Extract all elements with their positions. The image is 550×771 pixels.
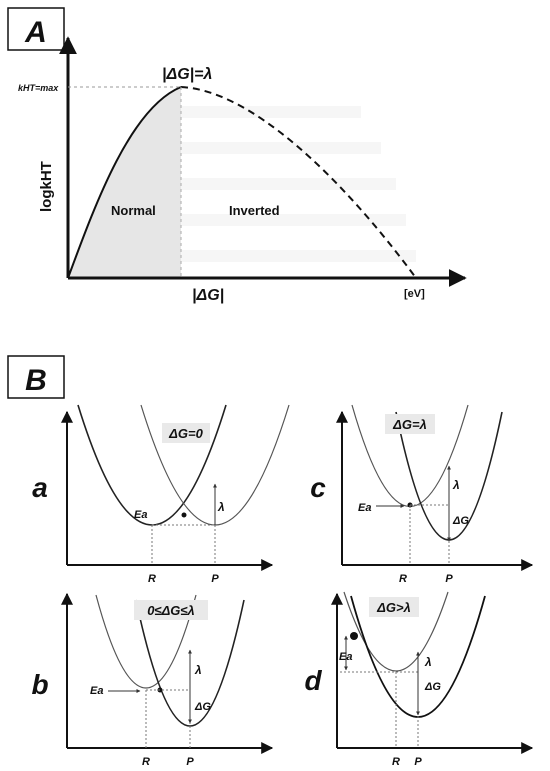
r-label: R [148, 573, 156, 585]
inverted-band [181, 142, 381, 154]
normal-region-fill [68, 87, 181, 278]
subplot-letter: a [32, 472, 48, 503]
p-label: P [211, 573, 219, 585]
lambda-label: λ [194, 663, 202, 677]
panel-a-frame [7, 7, 65, 51]
reactant-parabola [343, 591, 449, 672]
r-label: R [399, 573, 407, 585]
crossing-point [181, 512, 187, 518]
r-label: R [392, 756, 400, 768]
subplot-a: ΔG=0 a Ea λ R P [32, 404, 290, 585]
inverted-band [181, 214, 406, 226]
panel-a: A |ΔG|=λ kHT=max logkHT Normal Inverted … [7, 7, 467, 304]
inverted-band [181, 250, 416, 262]
r-label: R [142, 756, 150, 768]
condition-label: 0≤ΔG≤λ [147, 603, 195, 618]
crossing-point [350, 632, 358, 640]
panel-a-letter: A [24, 16, 47, 49]
panel-b: B ΔG=0 a Ea λ R P [7, 355, 534, 768]
ea-label: Ea [90, 685, 103, 697]
inverted-band [181, 178, 396, 190]
condition-label: ΔG=0 [168, 426, 203, 441]
subplot-letter: c [310, 472, 326, 503]
y-axis-label: logkHT [38, 161, 55, 212]
condition-box [369, 597, 419, 617]
lambda-label: λ [452, 478, 460, 492]
subplot-b: 0≤ΔG≤λ b Ea λ ΔG R P [31, 592, 274, 768]
x-label-dg: |ΔG| [192, 287, 224, 304]
inverted-label: Inverted [229, 203, 280, 218]
p-label: P [445, 573, 453, 585]
dg-label: ΔG [194, 701, 211, 713]
lambda-label: λ [424, 655, 432, 669]
ea-label: Ea [134, 509, 147, 521]
condition-box [385, 414, 435, 434]
condition-label: ΔG>λ [376, 600, 411, 615]
reactant-parabola [95, 594, 197, 689]
subplot-d: ΔG>λ d Ea λ ΔG R P [304, 591, 534, 768]
dg-label: ΔG [424, 681, 441, 693]
panel-b-letter: B [25, 364, 47, 397]
ea-label: Ea [339, 651, 352, 663]
condition-label: ΔG=λ [392, 417, 427, 432]
subplot-letter: d [304, 665, 322, 696]
peak-label: |ΔG|=λ [162, 66, 212, 83]
ea-label: Ea [358, 502, 371, 514]
condition-box [134, 600, 208, 620]
lambda-label: λ [217, 500, 225, 514]
dg-label: ΔG [452, 515, 469, 527]
x-unit: [eV] [404, 288, 425, 300]
kmax-label: kHT=max [18, 83, 59, 93]
p-label: P [186, 756, 194, 768]
condition-box [162, 423, 210, 443]
p-label: P [414, 756, 422, 768]
inverted-band [181, 106, 361, 118]
normal-curve [67, 86, 182, 279]
subplot-letter: b [31, 669, 48, 700]
inverted-curve [180, 86, 417, 279]
panel-b-frame [7, 355, 65, 399]
subplot-c: ΔG=λ c Ea λ ΔG R P [310, 404, 534, 585]
normal-label: Normal [111, 203, 156, 218]
